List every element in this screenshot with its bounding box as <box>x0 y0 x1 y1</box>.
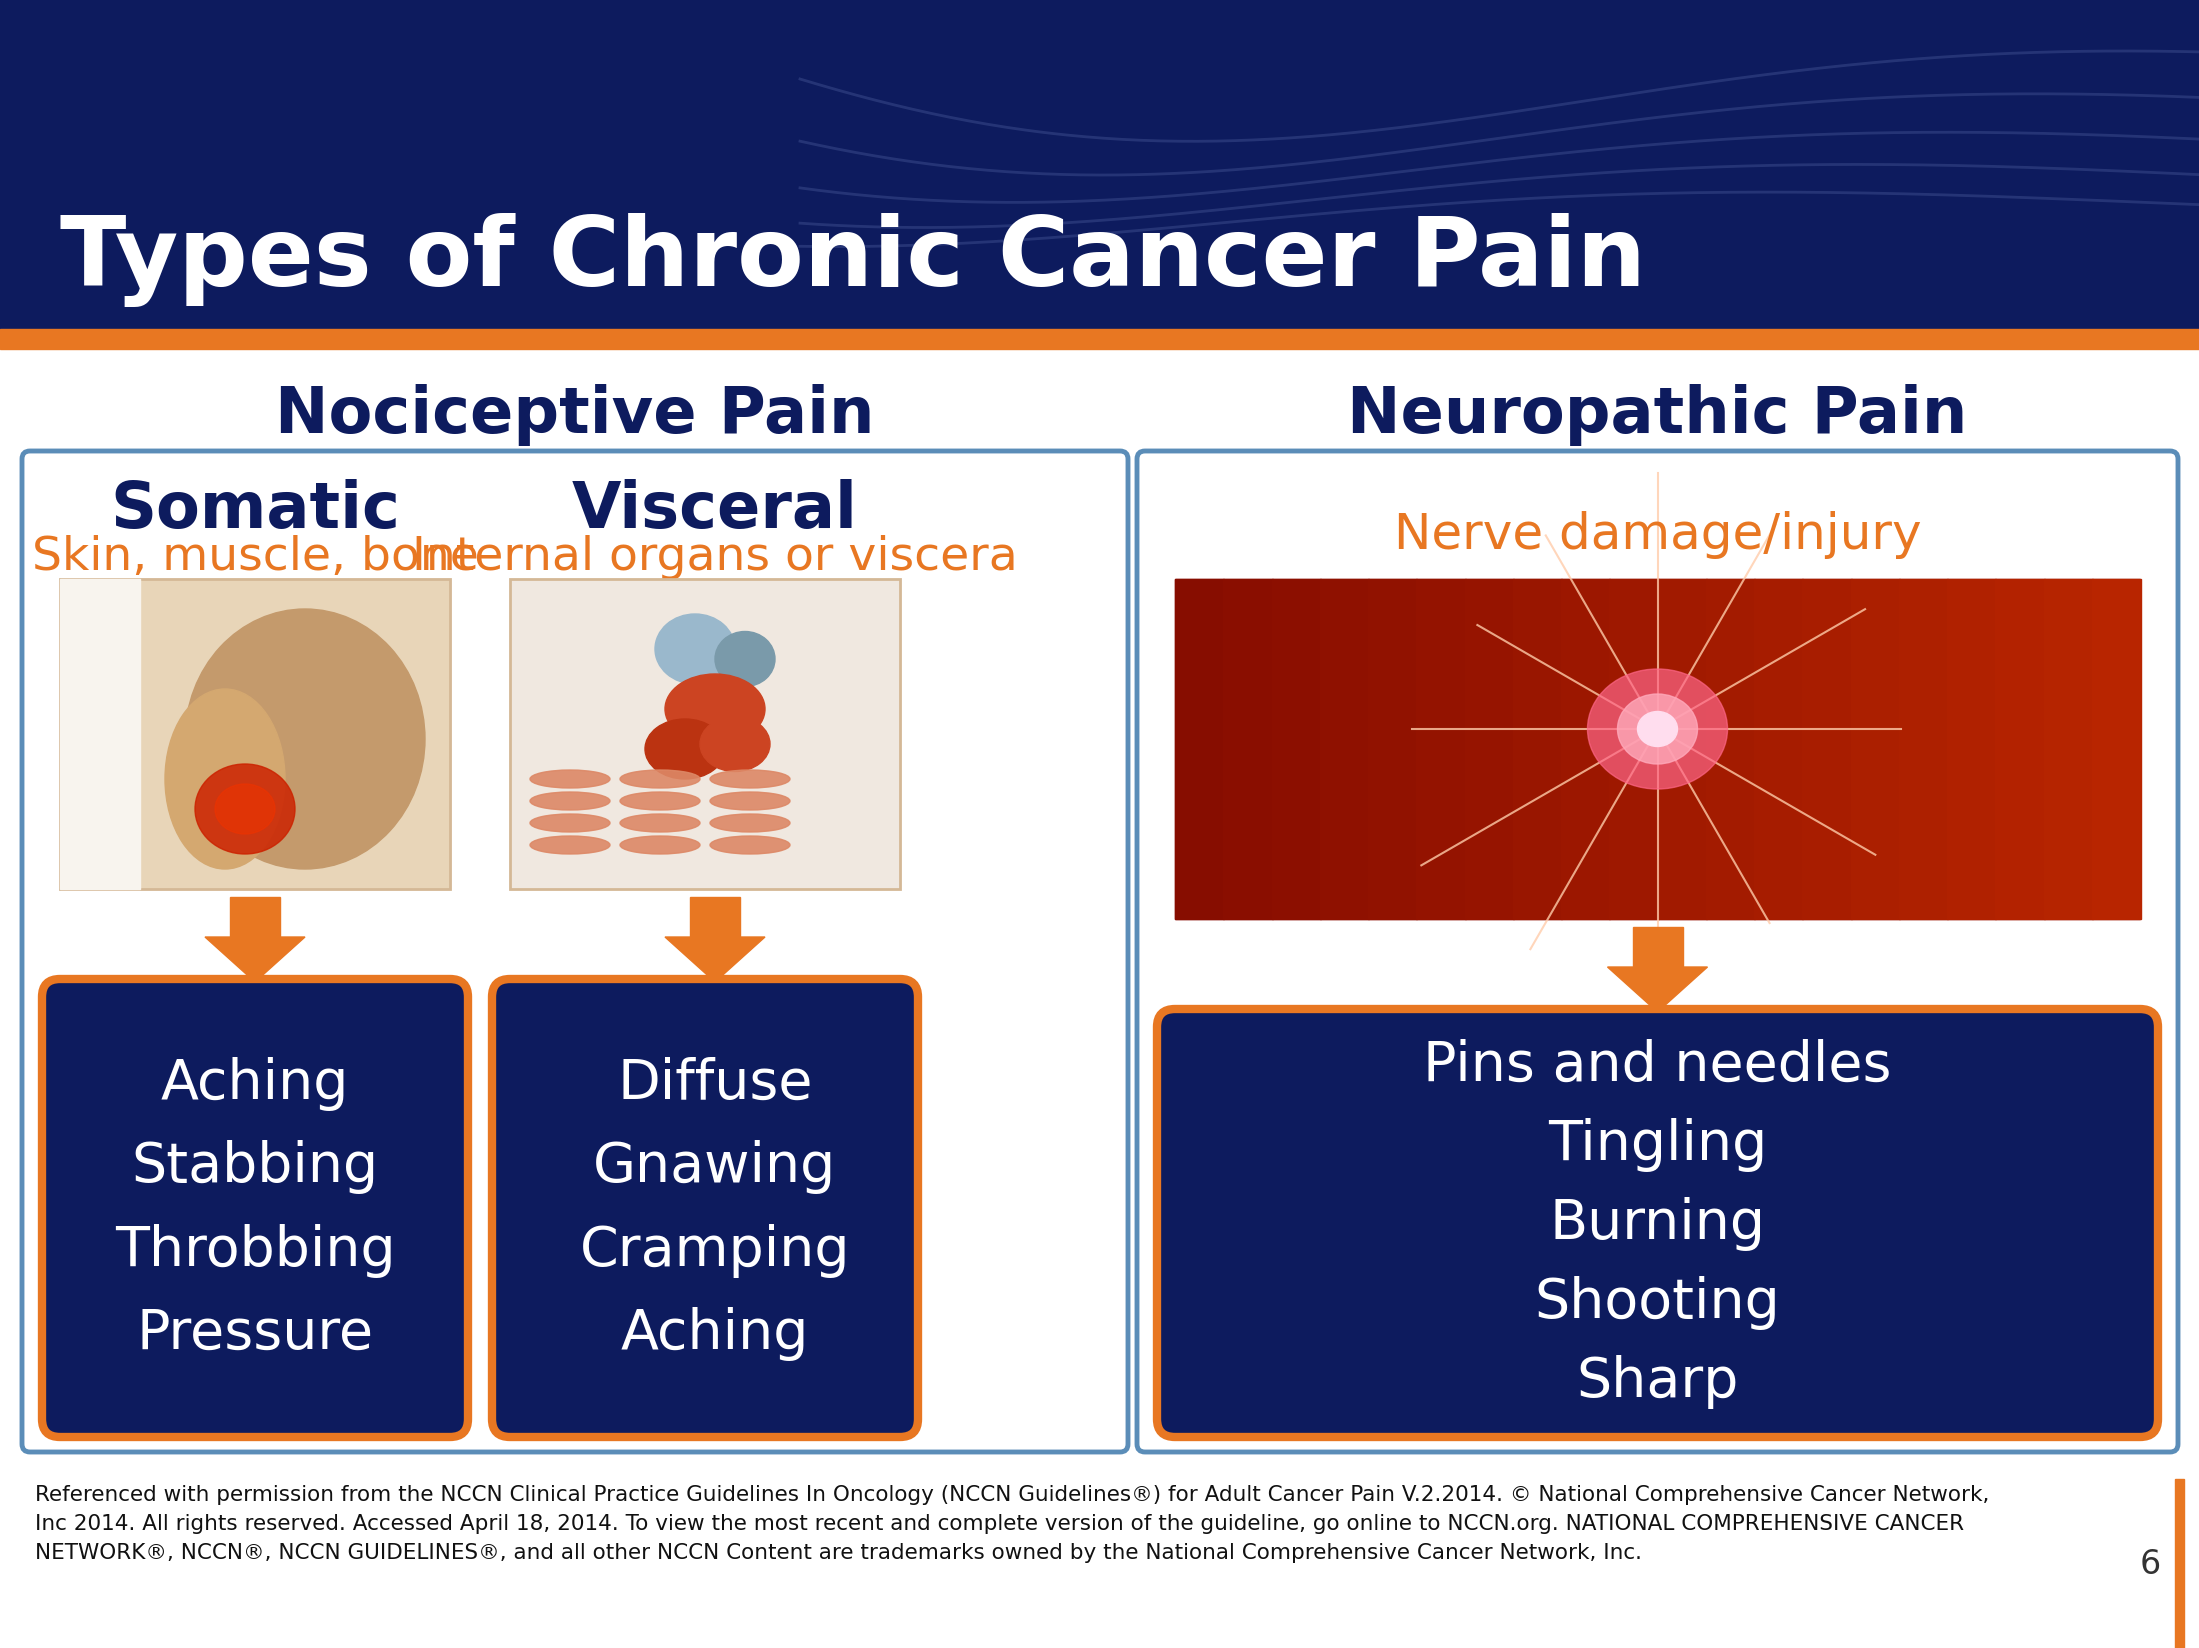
Ellipse shape <box>530 837 609 854</box>
Bar <box>1632 928 1682 967</box>
Bar <box>1946 580 1997 920</box>
FancyBboxPatch shape <box>42 979 468 1437</box>
Bar <box>1898 580 1948 920</box>
FancyBboxPatch shape <box>1157 1009 2157 1437</box>
Bar <box>510 580 899 890</box>
Ellipse shape <box>715 633 774 687</box>
Ellipse shape <box>710 771 789 788</box>
Text: Skin, muscle, bone: Skin, muscle, bone <box>31 536 479 580</box>
Bar <box>59 580 451 890</box>
Bar <box>1174 580 2140 920</box>
Ellipse shape <box>530 814 609 832</box>
Ellipse shape <box>710 793 789 811</box>
Ellipse shape <box>620 793 699 811</box>
Bar <box>1755 580 1803 920</box>
Ellipse shape <box>644 720 726 780</box>
Text: Neuropathic Pain: Neuropathic Pain <box>1348 384 1968 445</box>
Bar <box>1561 580 1610 920</box>
Polygon shape <box>664 938 765 982</box>
Text: Aching
Stabbing
Throbbing
Pressure: Aching Stabbing Throbbing Pressure <box>114 1056 396 1360</box>
Text: Referenced with permission from the NCCN Clinical Practice Guidelines In Oncolog: Referenced with permission from the NCCN… <box>35 1485 1990 1562</box>
Bar <box>59 580 141 890</box>
Text: Nociceptive Pain: Nociceptive Pain <box>275 384 875 445</box>
Text: Internal organs or viscera: Internal organs or viscera <box>411 536 1018 580</box>
Bar <box>1416 580 1465 920</box>
FancyBboxPatch shape <box>493 979 917 1437</box>
Text: 6: 6 <box>2140 1547 2162 1580</box>
Text: Types of Chronic Cancer Pain: Types of Chronic Cancer Pain <box>59 213 1647 307</box>
Ellipse shape <box>710 814 789 832</box>
Bar <box>0 330 2199 349</box>
Text: Nerve damage/injury: Nerve damage/injury <box>1394 511 1922 559</box>
Ellipse shape <box>165 689 286 870</box>
Text: Visceral: Visceral <box>572 478 858 541</box>
Polygon shape <box>1607 967 1706 1012</box>
Bar <box>0 0 2199 330</box>
Ellipse shape <box>620 837 699 854</box>
Ellipse shape <box>1618 694 1698 765</box>
Ellipse shape <box>655 615 734 684</box>
Ellipse shape <box>699 717 770 771</box>
Bar <box>1319 580 1370 920</box>
Bar <box>2091 580 2142 920</box>
Bar <box>1271 580 1322 920</box>
Bar <box>1223 580 1273 920</box>
Bar <box>1706 580 1755 920</box>
Text: Somatic: Somatic <box>110 478 400 541</box>
Bar <box>231 898 279 938</box>
Bar <box>2175 1480 2184 1648</box>
Bar <box>1658 580 1706 920</box>
Bar <box>1852 580 1900 920</box>
Ellipse shape <box>530 793 609 811</box>
Bar <box>1994 580 2045 920</box>
Ellipse shape <box>1638 712 1678 747</box>
Ellipse shape <box>530 771 609 788</box>
Polygon shape <box>205 938 306 982</box>
Bar <box>1513 580 1561 920</box>
Text: Pins and needles
Tingling
Burning
Shooting
Sharp: Pins and needles Tingling Burning Shooti… <box>1423 1038 1891 1409</box>
Ellipse shape <box>185 610 424 870</box>
Bar <box>510 580 899 890</box>
Ellipse shape <box>216 784 275 834</box>
Ellipse shape <box>196 765 295 854</box>
Ellipse shape <box>1588 669 1728 789</box>
Bar <box>1368 580 1416 920</box>
Ellipse shape <box>620 814 699 832</box>
Text: Diffuse
Gnawing
Cramping
Aching: Diffuse Gnawing Cramping Aching <box>581 1056 851 1360</box>
Bar <box>1610 580 1658 920</box>
Ellipse shape <box>664 674 765 745</box>
FancyBboxPatch shape <box>22 452 1128 1452</box>
Bar <box>690 898 741 938</box>
Bar <box>1174 580 1225 920</box>
FancyBboxPatch shape <box>1137 452 2177 1452</box>
Bar <box>59 580 451 890</box>
Bar <box>1803 580 1852 920</box>
Bar <box>2043 580 2093 920</box>
Bar <box>1465 580 1513 920</box>
Ellipse shape <box>620 771 699 788</box>
Ellipse shape <box>710 837 789 854</box>
